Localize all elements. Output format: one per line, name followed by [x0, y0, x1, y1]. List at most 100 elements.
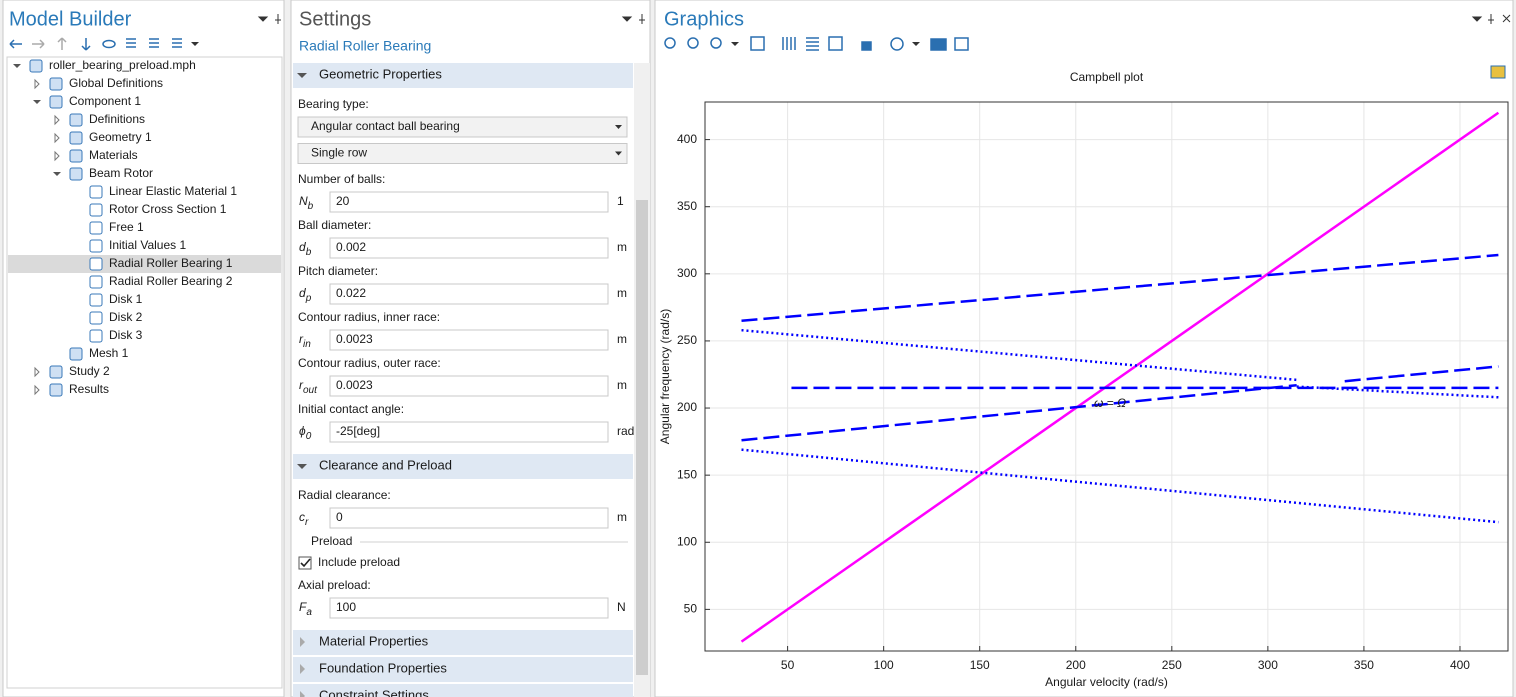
symbol: Fa [299, 600, 312, 617]
unit: 1 [617, 194, 624, 208]
x-tick-label: 350 [1354, 658, 1374, 672]
symbol: cr [299, 510, 309, 527]
symbol-sub: r [305, 517, 309, 528]
y-tick-label: 350 [677, 199, 697, 213]
x-tick-label: 200 [1066, 658, 1086, 672]
node-icon [89, 329, 103, 343]
expand-arrow[interactable] [33, 100, 41, 104]
symbol: dp [299, 286, 312, 303]
tree-node[interactable]: Free 1 [109, 220, 144, 234]
x-tick-label: 50 [781, 658, 795, 672]
panel-title: Graphics [664, 8, 744, 30]
expand-arrow[interactable] [34, 366, 40, 378]
x-tick-label: 400 [1450, 658, 1470, 672]
section-title: Constraint Settings [319, 687, 429, 697]
tree-node[interactable]: Radial Roller Bearing 2 [109, 274, 233, 288]
tree-node[interactable]: Disk 3 [109, 328, 143, 342]
plot-icon[interactable] [1490, 65, 1506, 79]
expand-arrow[interactable] [54, 150, 60, 162]
y-tick-label: 300 [677, 266, 697, 280]
panel-subtitle: Radial Roller Bearing [299, 38, 431, 54]
tree-node[interactable]: Study 2 [69, 364, 110, 378]
symbol-base: c [299, 510, 305, 524]
node-icon [89, 257, 103, 271]
input-box[interactable] [329, 191, 609, 213]
tree-node[interactable]: Beam Rotor [89, 166, 153, 180]
node-icon [69, 149, 83, 163]
dropdown-value: Angular contact ball bearing [311, 119, 460, 133]
window-controls[interactable] [257, 14, 1511, 24]
y-tick-label: 50 [684, 602, 698, 616]
unit: m [617, 286, 627, 300]
y-tick-label: 400 [677, 132, 697, 146]
section-header[interactable] [293, 657, 633, 682]
tree-node[interactable]: Component 1 [69, 94, 141, 108]
symbol: rin [299, 332, 311, 349]
expand-arrow[interactable] [34, 384, 40, 396]
dropdown[interactable] [297, 116, 628, 138]
field-label: Initial contact angle: [298, 402, 404, 416]
tree-box [6, 56, 283, 689]
input-box[interactable] [329, 283, 609, 305]
graphics-toolbar[interactable] [664, 36, 969, 51]
expand-arrow[interactable] [53, 172, 61, 176]
x-tick-label: 100 [874, 658, 894, 672]
node-icon [69, 167, 83, 181]
section-title: Material Properties [319, 633, 429, 648]
tree-node[interactable]: Disk 1 [109, 292, 143, 306]
node-icon [89, 275, 103, 289]
symbol-base: d [299, 286, 306, 300]
input-box[interactable] [329, 597, 609, 619]
tree-node[interactable]: Definitions [89, 112, 145, 126]
unit: m [617, 240, 627, 254]
model-toolbar[interactable] [9, 37, 199, 51]
symbol: Nb [299, 194, 314, 211]
symbol-base: N [299, 194, 308, 208]
tree-node[interactable]: Results [69, 382, 109, 396]
expand-arrow[interactable] [54, 114, 60, 126]
input-box[interactable] [329, 375, 609, 397]
series-line [1296, 385, 1499, 399]
section-header[interactable] [293, 63, 633, 88]
node-icon [29, 59, 43, 73]
scrollbar-thumb[interactable] [636, 200, 648, 675]
dropdown[interactable] [297, 143, 628, 164]
node-icon [69, 347, 83, 361]
expand-arrow[interactable] [13, 64, 21, 68]
tree-node[interactable]: roller_bearing_preload.mph [49, 58, 196, 72]
section-arrow [297, 73, 307, 78]
expand-arrow[interactable] [34, 78, 40, 90]
panel-title: Model Builder [9, 8, 132, 30]
input-box[interactable] [329, 507, 609, 529]
plot-frame [704, 101, 1509, 652]
section-header[interactable] [293, 454, 633, 479]
tree-node[interactable]: Linear Elastic Material 1 [109, 184, 237, 198]
input-box[interactable] [329, 237, 609, 259]
y-tick-label: 200 [677, 400, 697, 414]
unit: m [617, 332, 627, 346]
tree-node[interactable]: Geometry 1 [89, 130, 152, 144]
tree-node[interactable]: Disk 2 [109, 310, 143, 324]
node-icon [49, 95, 63, 109]
expand-arrow[interactable] [54, 132, 60, 144]
input-box[interactable] [329, 329, 609, 351]
input-box[interactable] [329, 421, 609, 443]
tree-node[interactable]: Rotor Cross Section 1 [109, 202, 227, 216]
checkbox-label: Include preload [318, 555, 400, 569]
symbol-sub: b [306, 247, 312, 258]
section-header[interactable] [293, 630, 633, 655]
tree-node[interactable]: Radial Roller Bearing 1 [109, 256, 233, 270]
symbol-base: d [299, 240, 306, 254]
tree-node[interactable]: Global Definitions [69, 76, 163, 90]
symbol-sub: out [303, 385, 318, 396]
section-arrow [300, 637, 305, 647]
tree-node[interactable]: Initial Values 1 [109, 238, 186, 252]
tree-node[interactable]: Mesh 1 [89, 346, 129, 360]
section-header[interactable] [293, 684, 633, 697]
node-icon [49, 365, 63, 379]
tree-node[interactable]: Materials [89, 148, 138, 162]
checkbox[interactable] [298, 556, 312, 570]
field-label: Ball diameter: [298, 218, 371, 232]
